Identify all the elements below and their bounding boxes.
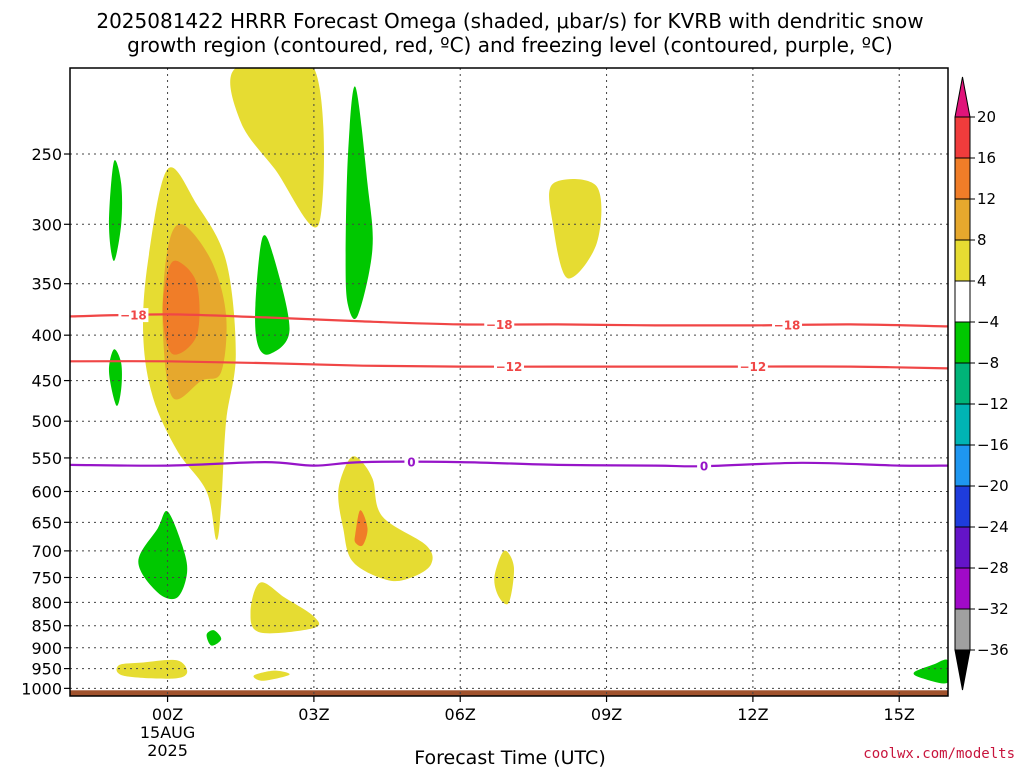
- colorbar-swatch-2: [954, 198, 971, 241]
- title-line-2: growth region (contoured, red, ºC) and f…: [127, 33, 893, 57]
- x-tick-label-12Z: 12Z: [737, 705, 768, 724]
- y-tick-label-750: 750: [31, 568, 62, 587]
- contour-label-bg-0-2: [772, 318, 803, 333]
- x-tick-label-15Z: 15Z: [884, 705, 915, 724]
- colorbar-label-6: −8: [977, 354, 999, 372]
- contour-label-bg-0-1: [484, 317, 515, 332]
- title-line-1: 2025081422 HRRR Forecast Omega (shaded, …: [96, 9, 923, 33]
- colorbar-swatch-0: [954, 116, 971, 159]
- x-tick-label-00Z: 00Z: [152, 705, 183, 724]
- colorbar-label-9: −20: [977, 477, 1009, 495]
- x-tick-sublabel-1: 2025: [147, 741, 188, 760]
- site-credit: coolwx.com/modelts: [863, 746, 1015, 762]
- temperature-contours: −18 −18 −18 −12 −12 0 0: [70, 308, 948, 474]
- omega-region-9: [253, 670, 290, 681]
- y-tick-label-800: 800: [31, 593, 62, 612]
- omega-region-0: [230, 68, 324, 228]
- omega-region-16: [206, 630, 222, 646]
- pressure-axis: 250 300 350 400 450 500 550 600 650 700 750 800 850 9…: [21, 145, 70, 698]
- y-tick-label-500: 500: [31, 412, 62, 431]
- colorbar-swatch-9: [954, 485, 971, 528]
- contour-label-bg-2-0: [404, 455, 419, 470]
- grid-lines: [70, 68, 948, 696]
- y-tick-label-1000: 1000: [21, 679, 62, 698]
- contour-label-bg-0-0: [118, 308, 149, 323]
- omega-shading-layer: [108, 68, 948, 684]
- y-tick-label-350: 350: [31, 275, 62, 294]
- colorbar-swatch-4: [954, 280, 971, 323]
- contour-label-bg-1-0: [494, 359, 524, 374]
- colorbar-swatch-7: [954, 403, 971, 446]
- omega-region-6: [549, 179, 602, 279]
- colorbar-label-13: −36: [977, 641, 1009, 659]
- contour-label-0-2: −18: [774, 319, 801, 333]
- y-tick-label-300: 300: [31, 215, 62, 234]
- omega-region-17: [913, 659, 948, 684]
- y-tick-label-250: 250: [31, 145, 62, 164]
- contour-label-bg-1-1: [737, 359, 768, 374]
- contour-label-1-1: −12: [740, 360, 767, 374]
- colorbar-label-4: 4: [977, 272, 987, 290]
- contour-line-2: [70, 460, 948, 468]
- colorbar-label-8: −16: [977, 436, 1009, 454]
- omega-region-13: [255, 235, 290, 355]
- colorbar-label-5: −4: [977, 313, 999, 331]
- colorbar-swatch-1: [954, 157, 971, 200]
- ground-surface: [70, 690, 948, 696]
- y-tick-label-450: 450: [31, 372, 62, 391]
- omega-region-14: [345, 86, 373, 320]
- contour-label-2-1: 0: [700, 460, 708, 474]
- x-tick-sublabel-0: 15AUG: [140, 723, 195, 742]
- x-axis-title: Forecast Time (UTC): [414, 747, 605, 768]
- contour-label-0-1: −18: [486, 318, 513, 332]
- colorbar-swatch-5: [954, 321, 971, 364]
- chart-title: 2025081422 HRRR Forecast Omega (shaded, …: [96, 9, 923, 57]
- y-tick-label-550: 550: [31, 449, 62, 468]
- colorbar-label-7: −12: [977, 395, 1009, 413]
- colorbar-swatch-8: [954, 444, 971, 487]
- y-tick-label-700: 700: [31, 542, 62, 561]
- contour-label-bg-2-1: [697, 459, 712, 474]
- omega-region-12: [108, 349, 122, 406]
- y-tick-label-600: 600: [31, 482, 62, 501]
- contour-label-0-0: −18: [120, 309, 147, 323]
- colorbar-label-3: 8: [977, 231, 987, 249]
- contour-label-2-0: 0: [407, 456, 415, 470]
- colorbar-label-12: −32: [977, 600, 1009, 618]
- omega-region-11: [109, 160, 123, 261]
- omega-region-8: [116, 659, 188, 679]
- colorbar-bottom-triangle: [954, 649, 971, 691]
- y-tick-label-950: 950: [31, 660, 62, 679]
- colorbar-label-1: 16: [977, 149, 996, 167]
- colorbar-label-0: 20: [977, 108, 996, 126]
- colorbar-swatch-12: [954, 608, 971, 651]
- omega-colorbar: 20 16 12 8 4 −4 −8 −12 −16 −20 −24 −28 −32 −36: [954, 76, 1009, 691]
- colorbar-top-triangle: [954, 76, 971, 118]
- colorbar-swatch-10: [954, 526, 971, 569]
- colorbar-swatch-3: [954, 239, 971, 282]
- plot-frame: [69, 67, 949, 697]
- omega-region-10: [494, 550, 515, 605]
- y-tick-label-400: 400: [31, 326, 62, 345]
- colorbar-swatch-11: [954, 567, 971, 610]
- colorbar-label-2: 12: [977, 190, 996, 208]
- x-tick-label-03Z: 03Z: [298, 705, 329, 724]
- omega-region-7: [250, 582, 320, 634]
- y-tick-label-850: 850: [31, 617, 62, 636]
- colorbar-swatch-6: [954, 362, 971, 405]
- omega-region-15: [138, 511, 188, 600]
- contour-label-1-0: −12: [496, 360, 523, 374]
- omega-region-4: [338, 456, 433, 582]
- y-tick-label-650: 650: [31, 513, 62, 532]
- x-tick-label-09Z: 09Z: [591, 705, 622, 724]
- y-tick-label-900: 900: [31, 639, 62, 658]
- colorbar-label-11: −28: [977, 559, 1009, 577]
- colorbar-label-10: −24: [977, 518, 1009, 536]
- x-tick-label-06Z: 06Z: [445, 705, 476, 724]
- omega-region-5: [354, 510, 368, 547]
